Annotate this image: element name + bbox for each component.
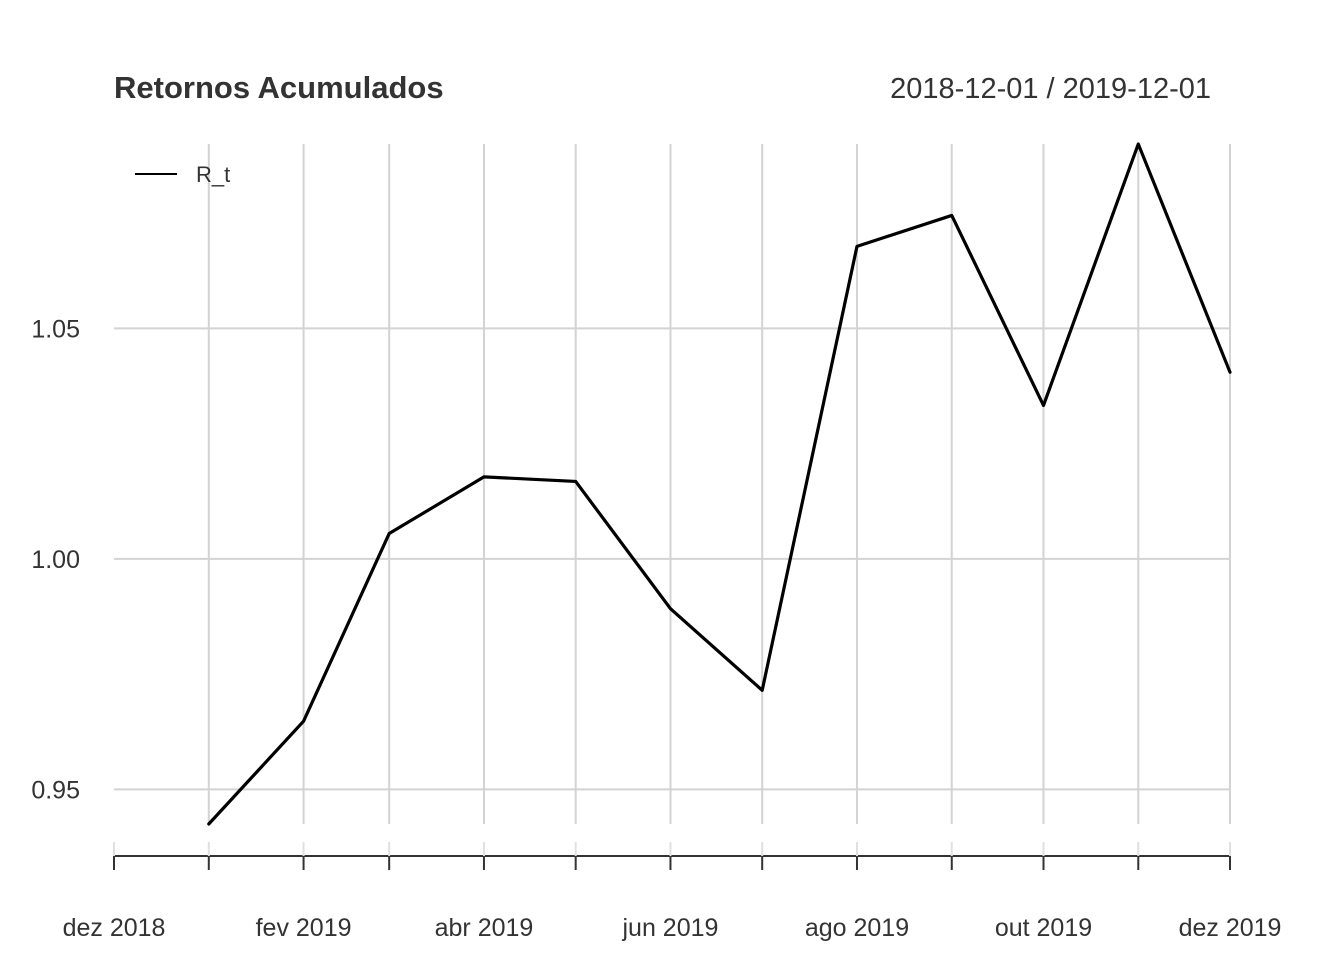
legend-label-r-t: R_t: [196, 162, 230, 187]
date-range-label: 2018-12-01 / 2019-12-01: [890, 73, 1211, 105]
x-tick-label: fev 2019: [256, 914, 352, 942]
x-tick-label: out 2019: [995, 914, 1092, 942]
series-layer: [207, 142, 1232, 826]
y-tick-label: 0.95: [31, 776, 80, 804]
axis-layer: 0.95 1.00 1.05 dez 2018 fev 2019 abr 2019 jun …: [31, 315, 1281, 942]
chart-title: Retornos Acumulados: [114, 70, 444, 105]
x-tick-label: dez 2018: [63, 914, 166, 942]
y-tick-label: 1.00: [31, 546, 80, 574]
x-tick-label: dez 2019: [1179, 914, 1282, 942]
x-tick-label: jun 2019: [622, 914, 719, 942]
y-tick-label: 1.05: [31, 315, 80, 343]
series-line-r-t: [207, 142, 1232, 826]
x-tick-label: abr 2019: [435, 914, 534, 942]
grid-layer: [114, 144, 1231, 824]
x-tick-label: ago 2019: [805, 914, 909, 942]
legend: R_t: [135, 162, 230, 187]
